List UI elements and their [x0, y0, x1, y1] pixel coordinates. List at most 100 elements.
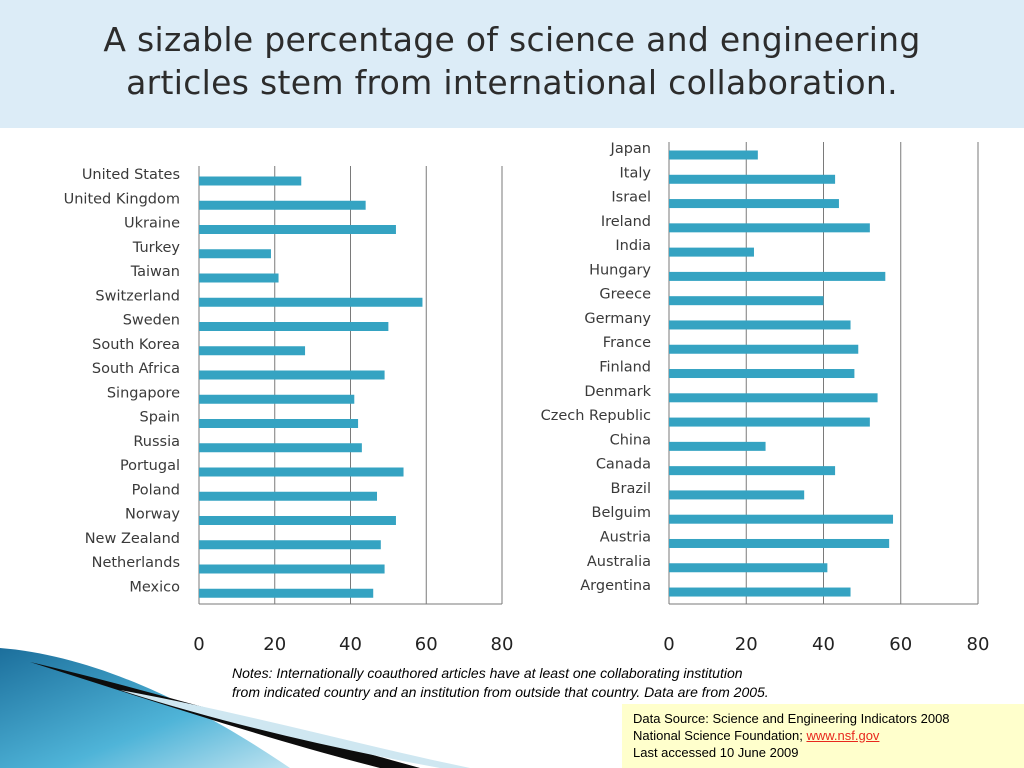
category-label: Portugal	[120, 458, 180, 474]
x-tick-label: 0	[663, 634, 674, 655]
bar	[669, 199, 839, 209]
x-tick-label: 20	[735, 634, 758, 655]
bar	[669, 369, 855, 379]
notes-text: Notes: Internationally coauthored articl…	[232, 664, 912, 702]
category-label: Spain	[139, 410, 180, 426]
category-label: Hungary	[589, 262, 651, 278]
category-label: Australia	[587, 554, 651, 570]
x-tick-label: 20	[263, 634, 286, 655]
slide-title: A sizable percentage of science and engi…	[0, 18, 1024, 104]
slide-title-line-1: A sizable percentage of science and engi…	[103, 20, 921, 59]
category-label: China	[610, 432, 651, 448]
category-label: Austria	[600, 529, 651, 545]
bar	[669, 320, 851, 330]
category-label: Brazil	[611, 481, 651, 497]
bar	[669, 247, 754, 257]
bar	[199, 297, 423, 307]
bar	[199, 564, 385, 574]
category-label: Belguim	[592, 505, 651, 521]
category-label: Denmark	[584, 384, 651, 400]
bar	[669, 296, 824, 306]
x-tick-label: 0	[193, 634, 204, 655]
bar	[669, 490, 805, 500]
category-label: Italy	[620, 165, 652, 181]
category-label: Germany	[584, 311, 651, 327]
x-tick-label: 80	[967, 634, 990, 655]
bar-chart-left: 0 20 40 60 80 United States United Kingdom Ukra…	[64, 166, 514, 655]
bar	[669, 271, 886, 281]
bar	[669, 223, 870, 233]
category-label: Sweden	[123, 313, 180, 329]
bar	[199, 540, 381, 550]
bar	[669, 538, 890, 548]
category-label: Israel	[611, 190, 651, 206]
bar	[199, 200, 366, 210]
bar	[199, 467, 404, 477]
decorative-swoosh	[0, 648, 470, 768]
bar	[669, 150, 758, 160]
bar	[199, 225, 396, 234]
category-label: India	[615, 238, 651, 254]
category-label: United Kingdom	[64, 191, 180, 207]
category-label: South Africa	[92, 361, 180, 377]
nsf-link[interactable]: www.nsf.gov	[806, 728, 880, 743]
source-line-1: Data Source: Science and Engineering Ind…	[633, 711, 950, 726]
category-label: Turkey	[132, 240, 181, 256]
bar	[199, 249, 271, 259]
x-tick-label: 60	[415, 634, 438, 655]
bar	[669, 441, 766, 451]
bar	[669, 344, 859, 354]
category-label: Russia	[133, 434, 180, 450]
bar	[669, 393, 878, 403]
category-label: New Zealand	[85, 531, 180, 547]
category-label: Japan	[610, 141, 651, 157]
bar	[669, 514, 894, 524]
bar	[199, 370, 385, 380]
category-label: France	[603, 335, 651, 351]
bar	[199, 322, 389, 331]
category-label: Greece	[599, 287, 651, 303]
bar	[199, 273, 279, 283]
category-label: Ireland	[601, 214, 651, 230]
source-line-2: National Science Foundation; www.nsf.gov	[633, 727, 1024, 744]
bar-chart-right: 0 20 40 60 80 Japan Italy Israel Ireland India Hun…	[541, 141, 990, 655]
bar	[199, 588, 374, 598]
category-label: Poland	[132, 482, 180, 498]
bar	[199, 419, 359, 428]
category-label: Canada	[596, 457, 651, 473]
title-banner: A sizable percentage of science and engi…	[0, 0, 1024, 128]
bar	[199, 346, 306, 356]
category-label: Norway	[125, 507, 180, 523]
category-label: Ukraine	[124, 216, 180, 232]
category-label: South Korea	[92, 337, 180, 353]
category-label: Argentina	[580, 578, 651, 594]
category-label: Czech Republic	[541, 408, 651, 424]
x-tick-label: 60	[889, 634, 912, 655]
bar	[199, 491, 378, 501]
bar	[199, 176, 302, 186]
category-label: Taiwan	[130, 264, 180, 280]
x-tick-label: 80	[491, 634, 514, 655]
bar	[199, 394, 355, 404]
bar	[669, 587, 851, 597]
category-label: Singapore	[107, 385, 180, 401]
x-tick-label: 40	[812, 634, 835, 655]
source-org: National Science Foundation;	[633, 728, 807, 743]
notes-line-1: Notes: Internationally coauthored articl…	[232, 665, 743, 681]
category-label: Mexico	[129, 579, 180, 595]
bar	[669, 466, 836, 476]
notes-line-2: from indicated country and an institutio…	[232, 684, 769, 700]
source-line-3: Last accessed 10 June 2009	[633, 745, 799, 760]
bar	[199, 443, 362, 453]
bar	[669, 174, 836, 184]
bar	[669, 417, 870, 427]
category-label: Switzerland	[95, 288, 180, 304]
slide-title-line-2: articles stem from international collabo…	[126, 63, 898, 102]
data-source-box: Data Source: Science and Engineering Ind…	[622, 704, 1024, 768]
category-label: Netherlands	[92, 555, 180, 571]
bar	[669, 563, 828, 573]
x-tick-label: 40	[339, 634, 362, 655]
category-label: Finland	[599, 360, 651, 376]
category-label: United States	[82, 167, 180, 183]
